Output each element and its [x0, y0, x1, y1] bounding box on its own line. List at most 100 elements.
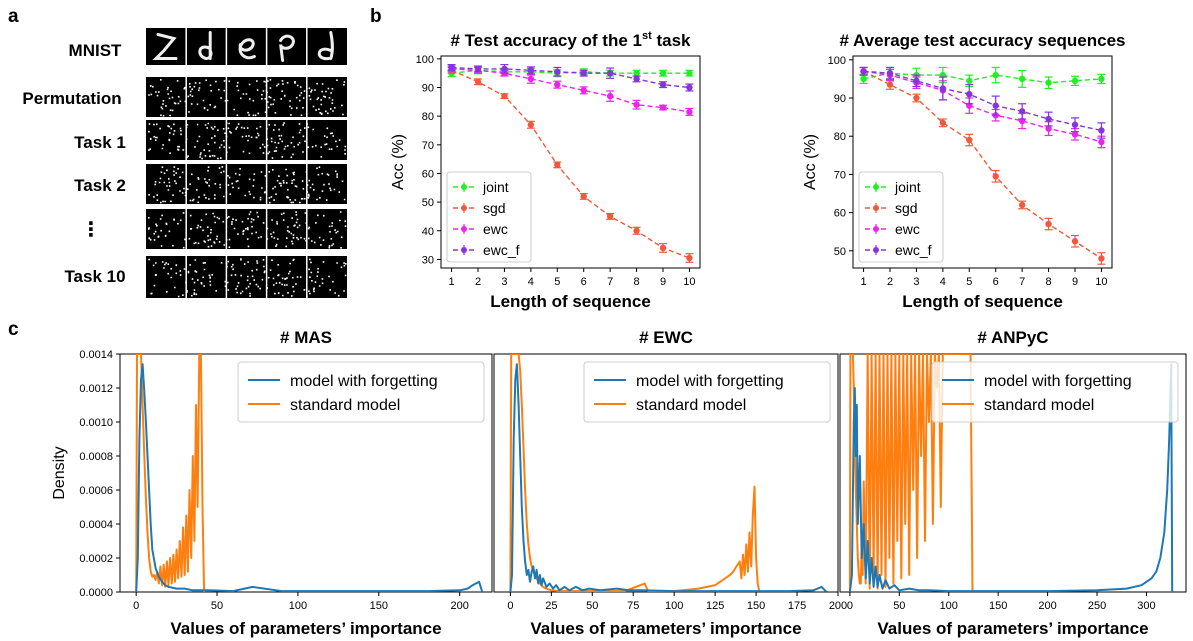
legend-label: sgd: [895, 200, 918, 216]
data-point: [501, 65, 508, 73]
legend-label: model with forgetting: [290, 373, 438, 390]
chart-density-anpyc: # ANPyC 0 50 100 150 200 250 300 Values of param…: [839, 328, 1187, 638]
legend-frame: [583, 361, 831, 423]
data-point: [527, 67, 535, 74]
series-line-joint: [863, 72, 1102, 84]
x-tick-label: 4: [528, 276, 534, 288]
data-point: [992, 173, 999, 180]
noise-dots: [148, 122, 347, 160]
y-tick-label: 100: [416, 54, 434, 66]
y-tick-label: 70: [834, 169, 846, 181]
legend-label: ewc: [895, 221, 920, 237]
digit-glyph: [198, 31, 213, 61]
legend: joint sgd ewc ewc_f: [446, 171, 532, 263]
noise-dots: [148, 211, 347, 249]
x-tick-label: 1: [861, 276, 867, 288]
legend-frame: [446, 171, 532, 263]
data-point: [686, 84, 693, 91]
y-axis-label: Density: [51, 446, 68, 499]
series-ewc: [447, 65, 694, 116]
data-point: [686, 254, 693, 262]
legend-swatch-marker: [461, 205, 467, 211]
data-point: [686, 69, 693, 77]
legend-label: standard model: [290, 397, 400, 414]
x-tick-label: 6: [993, 276, 999, 288]
legend-swatch-marker: [873, 205, 879, 211]
y-tick-label: 40: [422, 226, 434, 238]
y-tick-label: 60: [422, 168, 434, 180]
chart-title: # ANPyC: [977, 328, 1048, 347]
y-tick-label: 100: [828, 55, 846, 67]
data-point: [1098, 75, 1105, 83]
data-point: [606, 92, 614, 100]
legend: model with forgetting standard model: [931, 361, 1179, 423]
x-tick-label: 1: [449, 276, 455, 288]
data-point: [580, 193, 587, 200]
y-tick-label: 70: [422, 140, 434, 152]
x-tick-label: 125: [706, 600, 724, 612]
y-tick-label: 0.0000: [79, 587, 113, 599]
data-point: [448, 64, 455, 71]
legend-frame: [931, 361, 1179, 423]
data-point: [633, 75, 640, 83]
data-point: [1018, 201, 1026, 209]
x-tick-label: 50: [893, 600, 905, 612]
row-label-task-1: Task 1: [74, 133, 126, 152]
data-point: [1045, 125, 1052, 132]
data-point: [966, 136, 973, 144]
data-point: [659, 244, 667, 252]
y-tick-label: 30: [422, 254, 434, 266]
data-point: [554, 81, 561, 88]
data-point: [659, 81, 667, 88]
y-tick-label: 0.0006: [79, 485, 113, 497]
x-tick-label: 150: [370, 600, 388, 612]
data-point: [886, 81, 894, 88]
legend-swatch-marker: [461, 247, 467, 253]
series-ewc: [859, 66, 1106, 149]
image-strip: [146, 209, 347, 249]
axes-frame: [852, 55, 1113, 269]
y-axis-label: Acc (%): [802, 134, 819, 190]
chart-title: # Test accuracy of the 1st task: [450, 30, 691, 50]
x-tick-label: 250: [1088, 600, 1106, 612]
panel-letter-b: b: [370, 6, 382, 27]
series-line-ewc_f: [863, 70, 1102, 132]
x-tick-label: 25: [545, 600, 557, 612]
data-point: [554, 68, 561, 75]
image-strip: [146, 77, 347, 117]
x-tick-label: 175: [788, 600, 806, 612]
series-line-ewc: [451, 68, 690, 113]
x-tick-label: 7: [607, 276, 613, 288]
y-tick-label: 0.0002: [79, 553, 113, 565]
chart-title-main: # Average test accuracy sequences: [839, 31, 1125, 50]
legend-label: ewc_f: [483, 242, 520, 258]
data-point: [1071, 131, 1079, 138]
data-point: [501, 92, 508, 100]
row-label-mnist: MNIST: [69, 41, 123, 60]
legend-swatch-marker: [461, 226, 467, 232]
data-point: [606, 69, 614, 77]
series-ewc_f: [447, 63, 694, 92]
x-tick-label: 0: [847, 600, 853, 612]
data-point: [633, 69, 640, 77]
series-line-sgd: [863, 70, 1102, 260]
panel-a-image-strips: [146, 28, 347, 298]
y-tick-label: 0.0012: [79, 383, 113, 395]
chart-average-accuracy: # Average test accuracy sequences 1 2 3 4 5 6 7…: [802, 31, 1126, 311]
y-tick-label: 60: [834, 208, 846, 220]
y-tick-label: 0.0004: [79, 519, 113, 531]
data-point: [992, 71, 999, 79]
x-tick-label: 150: [989, 600, 1007, 612]
chart-density-ewc: # EWC 0 25 50 75 100 125 150 175 200 Values of par…: [493, 328, 847, 638]
x-tick-label: 5: [554, 276, 560, 288]
legend-label: model with forgetting: [984, 373, 1132, 390]
x-tick-label: 3: [501, 276, 507, 288]
legend-label: ewc_f: [895, 242, 932, 258]
chart-title: # EWC: [639, 328, 693, 347]
digit-glyph: [317, 31, 334, 61]
x-tick-label: 75: [627, 600, 639, 612]
digit-glyph: [279, 34, 295, 62]
legend-swatch-marker: [873, 226, 879, 232]
legend-frame: [858, 171, 944, 263]
chart-density-mas: # MAS 0 50 100 150 200 Values of parameters’ i…: [51, 328, 493, 638]
